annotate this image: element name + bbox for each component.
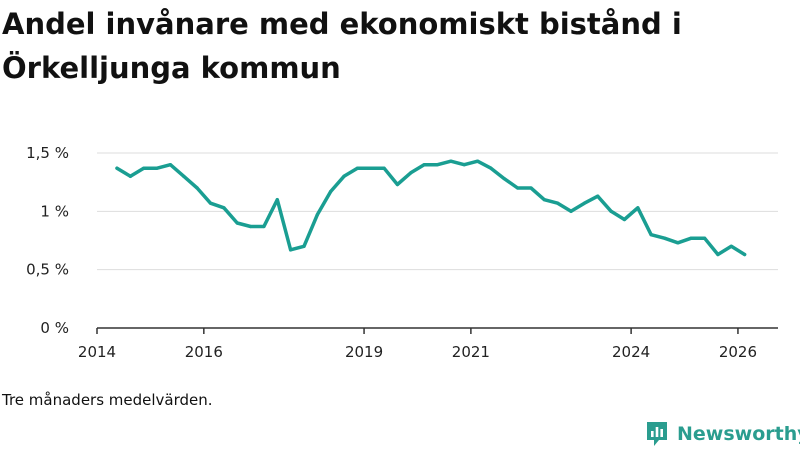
data-point <box>542 198 546 202</box>
y-tick-label: 0 % <box>40 319 69 337</box>
data-point <box>662 236 667 240</box>
data-point <box>622 217 627 222</box>
data-point <box>475 159 480 163</box>
data-point <box>155 166 159 170</box>
data-series-line <box>115 159 747 257</box>
x-tick-label: 2019 <box>345 343 383 361</box>
data-point <box>702 236 707 240</box>
chart-title-line-2: Örkelljunga kommun <box>2 51 341 85</box>
data-point <box>289 248 293 252</box>
data-point <box>208 201 213 205</box>
data-point <box>409 171 413 175</box>
data-point <box>355 166 359 170</box>
data-point <box>636 206 640 210</box>
chart-title: Andel invånare med ekonomiskt bistånd i … <box>2 2 792 90</box>
x-tick-label: 2021 <box>452 343 490 361</box>
data-point <box>235 221 239 225</box>
data-point <box>569 209 573 213</box>
data-point <box>342 174 346 178</box>
brand-name: Newsworthy <box>677 423 800 445</box>
data-point <box>182 174 186 178</box>
data-point <box>248 224 253 229</box>
data-point <box>382 166 386 170</box>
y-tick-label: 1 % <box>40 202 69 220</box>
data-point <box>529 186 533 190</box>
data-point <box>556 201 560 205</box>
data-point <box>142 166 146 170</box>
data-point <box>369 166 373 170</box>
data-point <box>676 241 680 245</box>
x-tick-label: 2026 <box>719 343 757 361</box>
y-tick-label: 1,5 % <box>26 144 69 162</box>
y-tick-label: 0,5 % <box>26 261 69 279</box>
x-tick-label: 2024 <box>612 343 650 361</box>
data-point <box>195 186 199 190</box>
data-point <box>422 163 426 167</box>
data-point <box>168 163 173 167</box>
data-point <box>649 233 653 237</box>
data-point <box>222 206 226 210</box>
data-point <box>502 177 506 181</box>
data-point <box>128 174 132 178</box>
data-point <box>596 194 600 198</box>
data-point <box>609 209 613 213</box>
data-point <box>302 244 306 248</box>
data-point <box>275 198 279 202</box>
data-point <box>435 163 440 167</box>
data-point <box>449 159 453 163</box>
data-point <box>115 166 119 170</box>
x-tick-label: 2014 <box>78 343 116 361</box>
line-chart: 0 % 0,5 % 1 % 1,5 % 2014 2016 2019 2021 2024 2026 <box>26 144 778 361</box>
brand-logo[interactable]: Newsworthy <box>645 420 800 448</box>
data-point <box>262 224 266 229</box>
data-point <box>516 186 520 190</box>
newsworthy-logo-icon <box>647 422 667 446</box>
data-point <box>462 163 466 167</box>
data-point <box>689 236 693 240</box>
data-point <box>489 166 493 170</box>
chart-title-line-1: Andel invånare med ekonomiskt bistånd i <box>2 7 682 41</box>
data-point <box>729 244 733 248</box>
data-point <box>395 182 400 187</box>
x-tick-label: 2016 <box>185 343 223 361</box>
data-point <box>582 201 586 205</box>
chart-footnote: Tre månaders medelvärden. <box>2 391 213 409</box>
data-point <box>743 252 747 257</box>
data-point <box>315 213 319 217</box>
data-point <box>716 252 720 257</box>
data-point <box>329 189 333 194</box>
